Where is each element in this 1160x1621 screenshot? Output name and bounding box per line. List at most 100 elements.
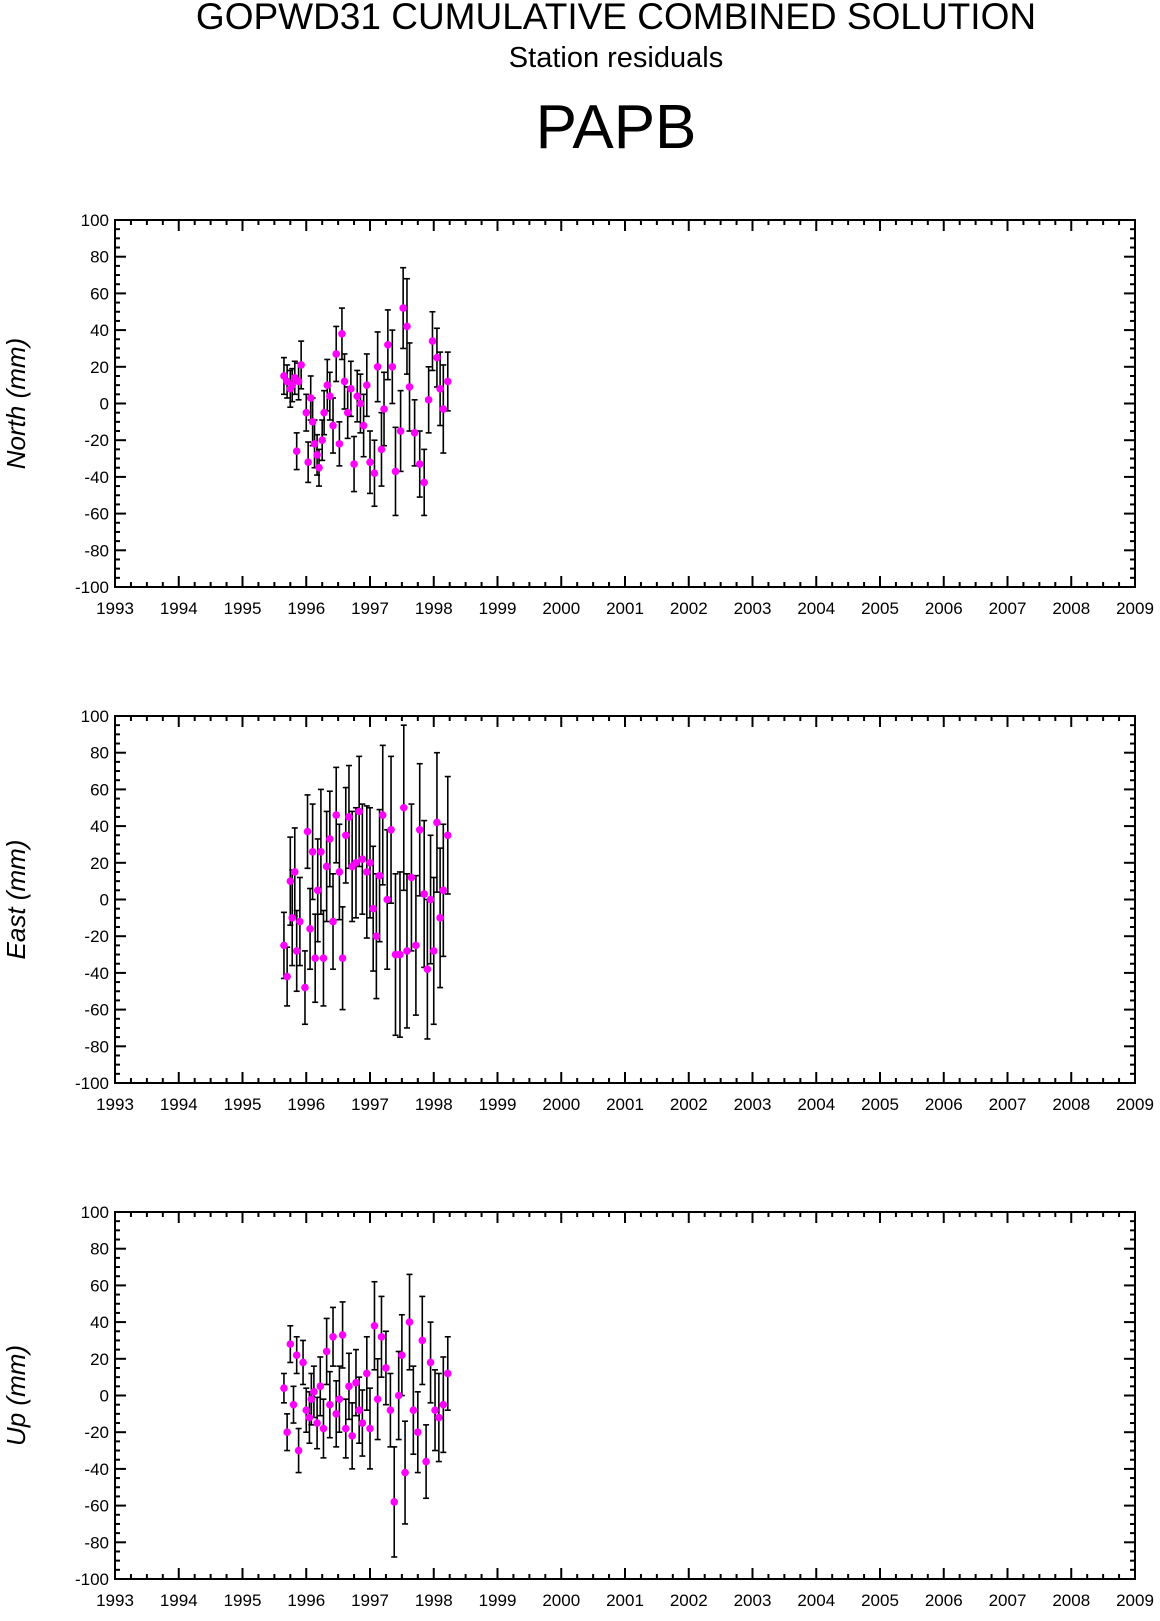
plot-panel-1: 1993 1994 1995 1996 1997 1998 1999 2000 2001 2002… bbox=[1, 707, 1154, 1114]
y-tick-label: -20 bbox=[84, 1423, 109, 1442]
data-point bbox=[303, 827, 312, 836]
data-point bbox=[426, 895, 435, 904]
data-point bbox=[405, 1318, 414, 1326]
data-point bbox=[306, 925, 314, 933]
x-tick-label: 2007 bbox=[989, 599, 1027, 618]
y-axis-label: East (mm) bbox=[1, 840, 31, 960]
data-point bbox=[359, 421, 368, 430]
data-point bbox=[350, 460, 358, 468]
data-point bbox=[318, 436, 326, 445]
y-tick-label: 60 bbox=[90, 780, 109, 799]
data-point bbox=[390, 1498, 399, 1506]
x-tick-label: 2009 bbox=[1116, 1095, 1154, 1114]
data-point bbox=[332, 811, 341, 819]
data-point bbox=[363, 1369, 371, 1378]
data-point bbox=[335, 868, 344, 876]
x-tick-label: 2000 bbox=[542, 1591, 580, 1610]
data-point bbox=[394, 1391, 403, 1400]
y-tick-label: -40 bbox=[84, 964, 109, 983]
data-point bbox=[302, 408, 311, 417]
data-point bbox=[439, 405, 448, 413]
data-point bbox=[316, 1382, 325, 1391]
x-tick-label: 2006 bbox=[925, 1095, 963, 1114]
data-point bbox=[407, 873, 416, 882]
x-tick-label: 2009 bbox=[1116, 1591, 1154, 1610]
x-tick-label: 1998 bbox=[415, 599, 453, 618]
data-point bbox=[431, 1406, 439, 1414]
x-tick-label: 2002 bbox=[670, 1591, 708, 1610]
y-tick-label: 40 bbox=[90, 1313, 109, 1332]
data-point bbox=[322, 1347, 331, 1356]
data-point bbox=[401, 1468, 409, 1477]
data-point bbox=[366, 458, 374, 467]
y-tick-label: -20 bbox=[84, 927, 109, 946]
y-tick-label: -20 bbox=[84, 431, 109, 450]
data-point bbox=[283, 972, 291, 981]
data-point bbox=[341, 1424, 350, 1433]
data-point bbox=[435, 1413, 443, 1422]
x-tick-label: 2009 bbox=[1116, 599, 1154, 618]
data-point bbox=[326, 392, 334, 400]
x-tick-label: 2003 bbox=[734, 599, 772, 618]
data-point bbox=[352, 859, 360, 867]
data-point bbox=[310, 1388, 318, 1396]
y-tick-label: -60 bbox=[84, 505, 109, 524]
plot-frame bbox=[114, 1211, 1136, 1580]
data-point bbox=[366, 1424, 374, 1433]
y-axis-label: North (mm) bbox=[1, 338, 31, 469]
data-point bbox=[289, 1400, 298, 1409]
data-point bbox=[366, 859, 374, 867]
data-point bbox=[377, 445, 386, 454]
data-point bbox=[319, 954, 328, 963]
data-point bbox=[384, 340, 392, 349]
data-point bbox=[280, 941, 288, 950]
data-point bbox=[352, 1378, 360, 1387]
data-point bbox=[343, 408, 352, 417]
data-point bbox=[338, 1331, 347, 1339]
x-tick-label: 1996 bbox=[287, 1095, 325, 1114]
data-point bbox=[335, 1395, 344, 1403]
data-point bbox=[412, 941, 420, 950]
x-tick-label: 1994 bbox=[160, 1095, 198, 1114]
data-point bbox=[301, 983, 309, 992]
data-point bbox=[380, 405, 388, 413]
data-point bbox=[315, 463, 323, 472]
data-point bbox=[319, 1424, 328, 1433]
data-point bbox=[396, 427, 405, 435]
data-point bbox=[345, 1382, 353, 1391]
data-point bbox=[280, 1384, 288, 1392]
data-point bbox=[294, 1446, 303, 1455]
data-point bbox=[341, 831, 350, 840]
data-point bbox=[340, 377, 349, 386]
y-tick-label: -100 bbox=[75, 1570, 109, 1589]
data-point bbox=[405, 383, 414, 391]
data-point bbox=[373, 1395, 382, 1403]
data-point bbox=[286, 877, 295, 885]
data-point bbox=[358, 1419, 367, 1427]
data-point bbox=[353, 392, 362, 400]
data-point bbox=[283, 1428, 291, 1436]
y-tick-label: -60 bbox=[84, 1001, 109, 1020]
x-tick-label: 2004 bbox=[797, 1591, 835, 1610]
x-tick-label: 2002 bbox=[670, 599, 708, 618]
data-point bbox=[403, 947, 411, 955]
data-point bbox=[356, 399, 365, 408]
data-point bbox=[443, 1369, 452, 1378]
y-tick-label: -40 bbox=[84, 1460, 109, 1479]
x-tick-label: 1995 bbox=[224, 1591, 262, 1610]
data-point bbox=[307, 1395, 316, 1403]
y-tick-label: 20 bbox=[90, 1350, 109, 1369]
data-point bbox=[399, 803, 408, 812]
y-tick-label: 40 bbox=[90, 321, 109, 340]
data-point bbox=[304, 458, 312, 467]
data-point bbox=[375, 871, 384, 880]
x-tick-label: 2001 bbox=[606, 1095, 644, 1114]
x-tick-label: 1994 bbox=[160, 599, 198, 618]
x-tick-label: 1999 bbox=[479, 1591, 517, 1610]
data-point bbox=[409, 1406, 418, 1414]
data-point bbox=[418, 1336, 427, 1345]
data-point bbox=[317, 847, 325, 856]
data-point bbox=[326, 1400, 334, 1409]
plot-panel-0: 1993 1994 1995 1996 1997 1998 1999 2000 2001 2002… bbox=[1, 211, 1154, 618]
data-point bbox=[347, 385, 355, 393]
